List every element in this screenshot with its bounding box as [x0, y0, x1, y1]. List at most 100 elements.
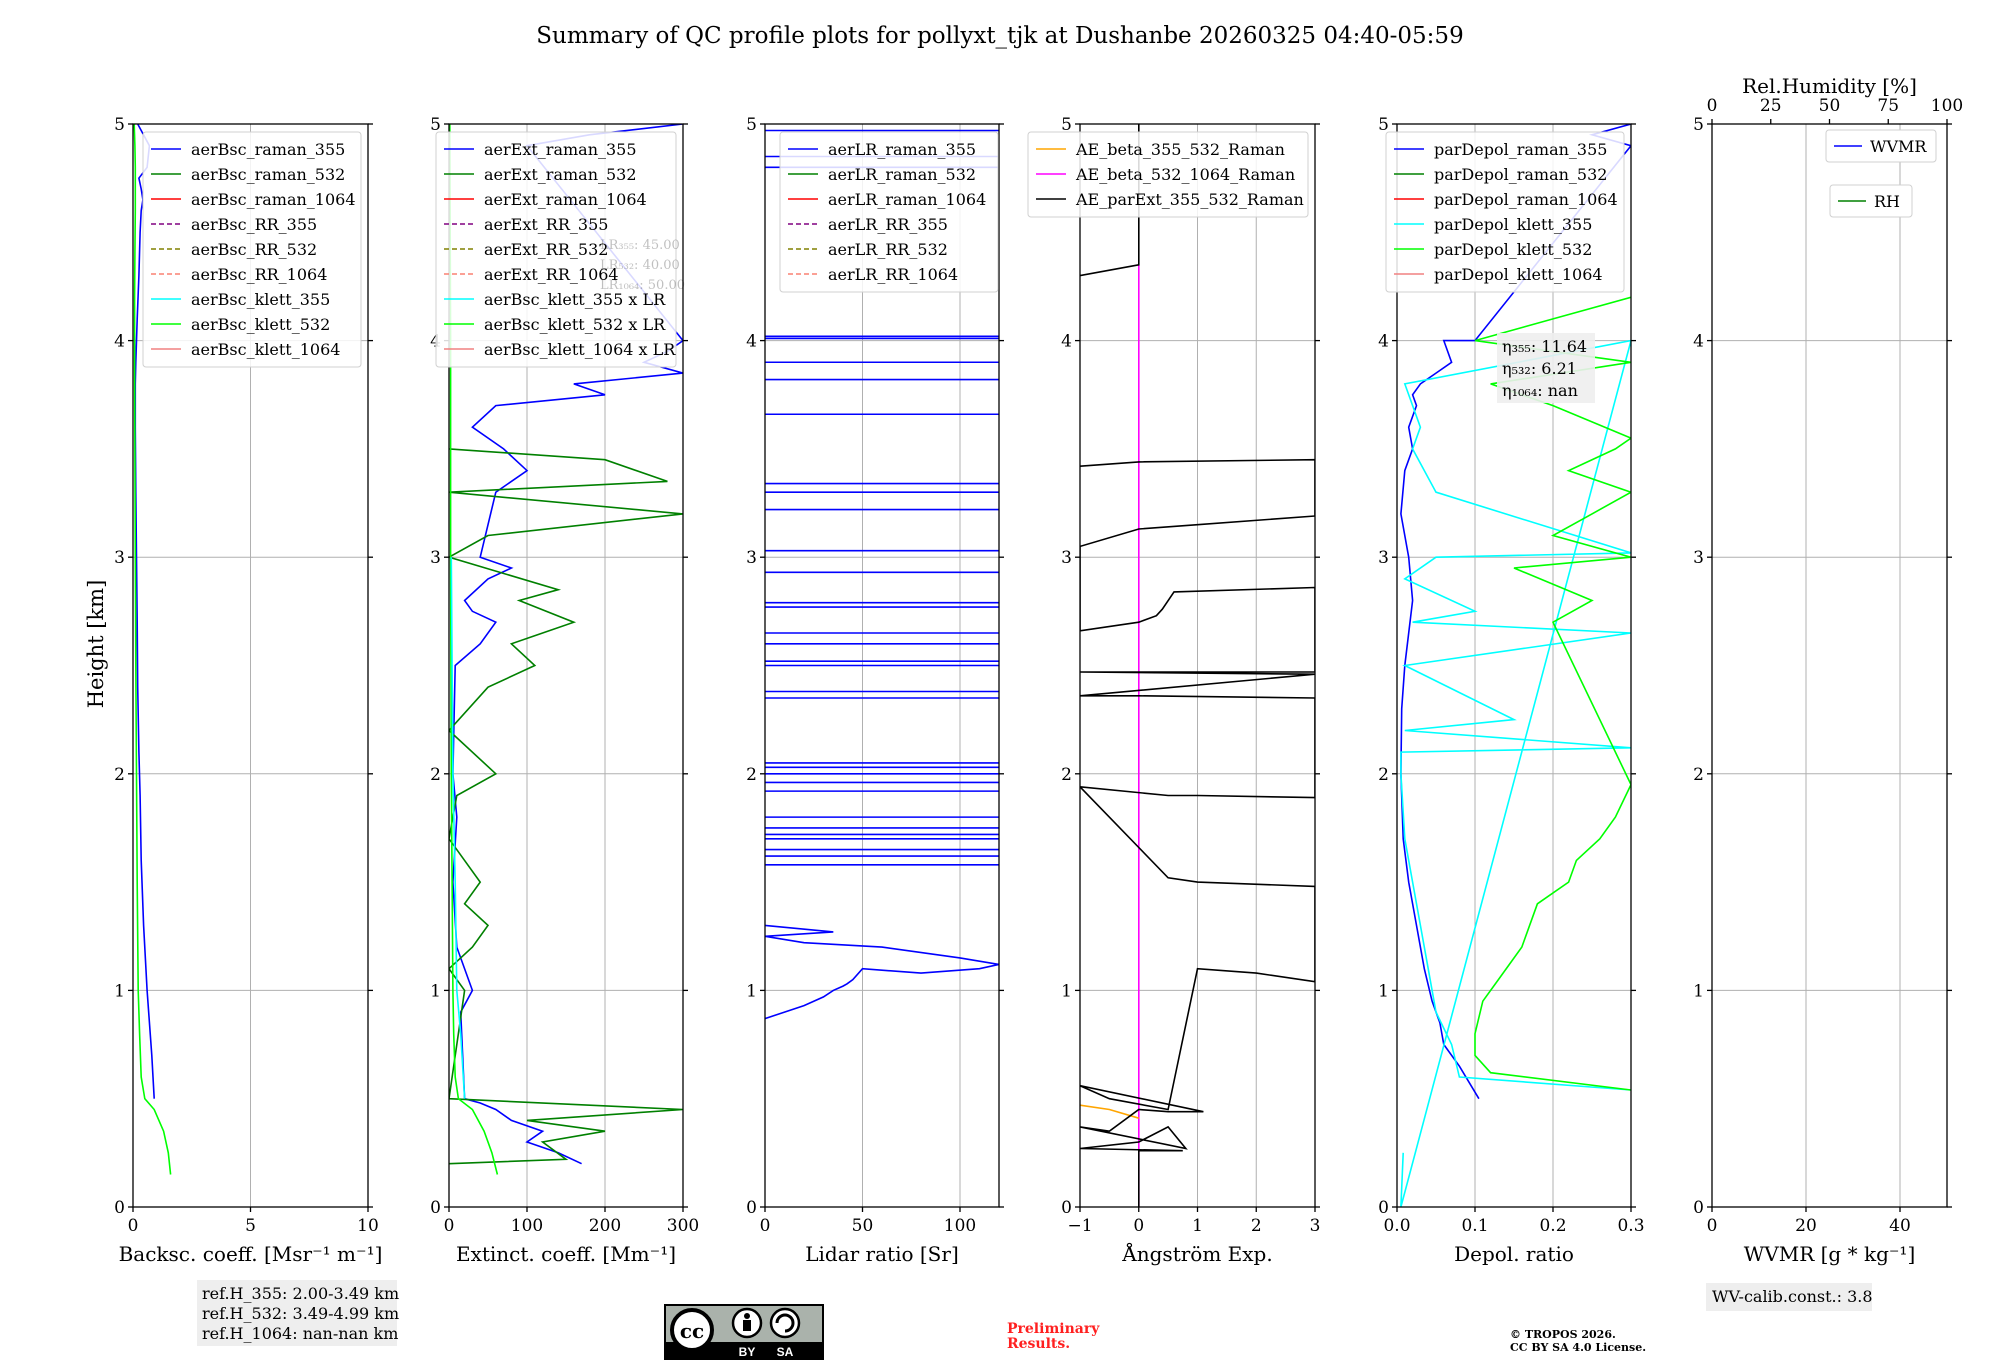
y-tick-label: 5	[114, 115, 125, 135]
x-axis-label: WVMR [g * kg⁻¹]	[1744, 1242, 1916, 1266]
y-tick-label: 0	[1693, 1198, 1704, 1218]
y-tick-label: 0	[114, 1198, 125, 1218]
series-group	[765, 129, 999, 1020]
axes-frame	[764, 123, 1000, 1208]
x-tick-label: 0	[128, 1216, 139, 1236]
legend-label: aerBsc_raman_355	[191, 140, 345, 159]
y-axis-label: Height [km]	[84, 580, 108, 709]
y-tick-label: 3	[1693, 548, 1704, 568]
lr-label: LR₅₃₂: 40.00	[600, 258, 680, 273]
series-ae_parext_355_532_raman	[1080, 458, 1315, 1207]
eta-label: η₅₃₂: 6.21	[1502, 359, 1577, 378]
legend-water_vapor: WVMR RH	[1825, 129, 1937, 218]
y-tick-label: 5	[1061, 115, 1072, 135]
y-tick-label: 1	[1693, 981, 1704, 1001]
legend-bg	[1027, 131, 1309, 218]
legend-label: aerBsc_klett_1064	[191, 340, 340, 359]
legend-angstrom: AE_beta_355_532_Raman AE_beta_532_1064_Ra…	[1027, 131, 1309, 218]
y-tick-label: 3	[1378, 548, 1389, 568]
series-aerbsc_klett_532	[133, 124, 172, 1175]
legend-label: parDepol_klett_1064	[1434, 265, 1603, 284]
legend-backscatter: aerBsc_raman_355 aerBsc_raman_532 aerBsc_r…	[142, 131, 362, 368]
axes-frame	[448, 123, 684, 1208]
x-tick-label: 20	[1795, 1216, 1817, 1236]
top-tick-label: 0	[1707, 96, 1718, 116]
y-tick-label: 1	[114, 981, 125, 1001]
ref-heights-bg	[197, 1280, 397, 1346]
y-tick-label: 1	[1061, 981, 1072, 1001]
x-axis-label: Depol. ratio	[1454, 1242, 1574, 1266]
y-tick-label: 4	[1693, 332, 1704, 352]
x-tick-label: 0.2	[1539, 1216, 1566, 1236]
legend-bg	[435, 131, 677, 368]
top-tick-label: 75	[1877, 96, 1899, 116]
cc-text: cc	[680, 1319, 704, 1343]
legend-label: AE_beta_355_532_Raman	[1075, 140, 1285, 159]
series-aerext_raman_355	[452, 124, 683, 1165]
axes-frame	[1079, 123, 1316, 1208]
y-tick-label: 3	[430, 548, 441, 568]
sa-arrow	[775, 1313, 795, 1333]
legend-label: parDepol_raman_355	[1434, 140, 1607, 159]
cc-license-badge: cc BY SA	[664, 1304, 824, 1360]
x-tick-label: 0	[1707, 1216, 1718, 1236]
legend-label: aerBsc_RR_1064	[191, 265, 327, 284]
preliminary-line2: Results.	[1007, 1336, 1070, 1352]
legend-label: RH	[1874, 192, 1900, 211]
wv-calib-bg	[1706, 1283, 1872, 1311]
legend-label: aerBsc_raman_1064	[191, 190, 356, 209]
legend-label: aerLR_RR_355	[828, 215, 948, 234]
x-axis-label: Backsc. coeff. [Msr⁻¹ m⁻¹]	[119, 1242, 383, 1266]
y-tick-label: 5	[430, 115, 441, 135]
y-tick-label: 2	[1693, 765, 1704, 785]
legend-bg	[142, 131, 362, 368]
x-tick-label: 0	[444, 1216, 455, 1236]
x-axis-label: Ångström Exp.	[1121, 1241, 1272, 1266]
series-aerbsc_klett_532-x-lr	[449, 124, 499, 1175]
legend-label: aerBsc_raman_532	[191, 165, 345, 184]
y-tick-label: 0	[1378, 1198, 1389, 1218]
legend-label: parDepol_raman_532	[1434, 165, 1607, 184]
legend-extinction: aerExt_raman_355 aerExt_raman_532 aerExt_r…	[435, 131, 677, 368]
legend-label: aerExt_RR_355	[484, 215, 608, 234]
series-aerlr_raman_355	[765, 924, 999, 1020]
wv-calib-box: WV-calib.const.: 3.8	[1706, 1283, 1873, 1311]
panel-extinction: 0123450100200300Extinct. coeff. [Mm⁻¹]ae…	[430, 115, 699, 1266]
legend-bg	[779, 131, 999, 293]
lr-label: LR₃₅₅: 45.00	[600, 238, 680, 253]
legend-lidar_ratio: aerLR_raman_355 aerLR_raman_532 aerLR_rama…	[779, 131, 999, 293]
copyright-line1: © TROPOS 2026.	[1510, 1328, 1616, 1341]
legend-bg-wvmr	[1825, 129, 1937, 163]
axes-frame	[1711, 123, 1948, 1208]
copyright-line2: CC BY SA 4.0 License.	[1510, 1341, 1646, 1354]
x-tick-label: 3	[1310, 1216, 1321, 1236]
legend-bg-rh	[1829, 184, 1913, 218]
axes-frame	[132, 123, 369, 1208]
y-tick-label: 4	[114, 332, 125, 352]
legend-label: AE_parExt_355_532_Raman	[1075, 190, 1304, 209]
legend-label: aerLR_raman_355	[828, 140, 976, 159]
x-tick-label: 100	[511, 1216, 543, 1236]
x-tick-label: 0	[760, 1216, 771, 1236]
legend-label: aerBsc_klett_1064 x LR	[484, 340, 676, 359]
legend-label: parDepol_raman_1064	[1434, 190, 1618, 209]
legend-label: aerLR_RR_1064	[828, 265, 958, 284]
figure-title: Summary of QC profile plots for pollyxt_…	[536, 23, 1463, 49]
by-head	[744, 1313, 750, 1319]
x-tick-label: 50	[852, 1216, 874, 1236]
y-tick-label: 5	[746, 115, 757, 135]
legend-label: parDepol_klett_355	[1434, 215, 1592, 234]
series-aerext_raman_532	[449, 448, 683, 1165]
y-tick-label: 5	[1378, 115, 1389, 135]
x-tick-label: 100	[944, 1216, 976, 1236]
x-tick-label: 200	[589, 1216, 621, 1236]
y-tick-label: 4	[1061, 332, 1072, 352]
x-tick-label: 0	[1133, 1216, 1144, 1236]
top-axis-label: Rel.Humidity [%]	[1742, 74, 1917, 98]
x-axis-label: Extinct. coeff. [Mm⁻¹]	[456, 1242, 676, 1266]
eta-label: η₃₅₅: 11.64	[1502, 337, 1587, 356]
x-axis-label: Lidar ratio [Sr]	[805, 1242, 959, 1266]
series-ae_beta_355_532_raman	[1080, 1104, 1140, 1119]
